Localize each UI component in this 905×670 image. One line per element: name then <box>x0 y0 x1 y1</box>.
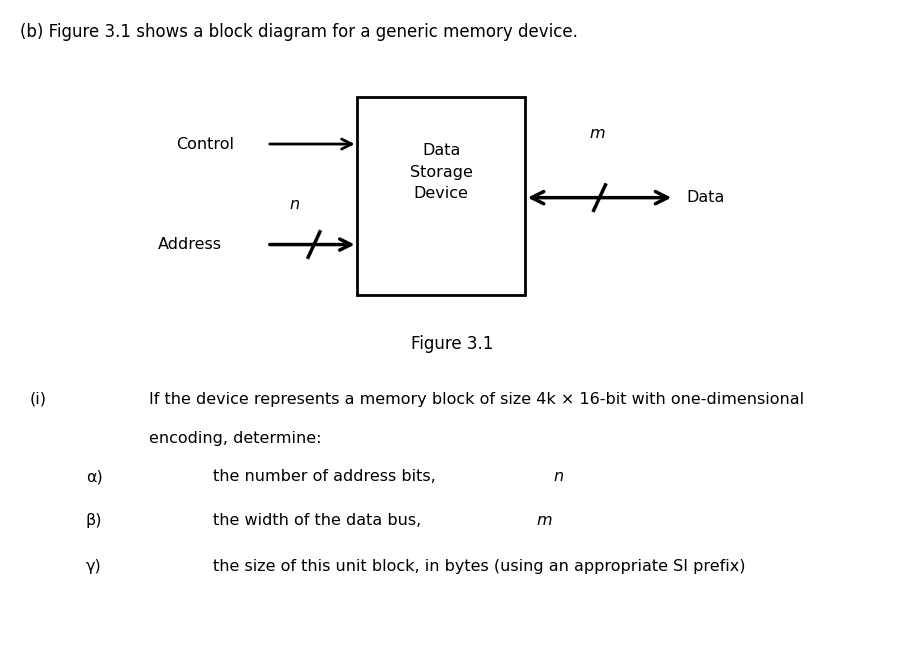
Text: Data: Data <box>686 190 724 205</box>
Text: the number of address bits,: the number of address bits, <box>213 469 441 484</box>
Text: β): β) <box>86 513 102 527</box>
Text: m: m <box>537 513 552 527</box>
Text: Control: Control <box>176 137 234 151</box>
Text: encoding, determine:: encoding, determine: <box>149 431 322 446</box>
Text: γ): γ) <box>86 559 101 574</box>
Text: the width of the data bus,: the width of the data bus, <box>213 513 426 527</box>
Text: Figure 3.1: Figure 3.1 <box>411 335 494 353</box>
Text: n: n <box>289 197 300 212</box>
Text: n: n <box>554 469 564 484</box>
Text: (b) Figure 3.1 shows a block diagram for a generic memory device.: (b) Figure 3.1 shows a block diagram for… <box>20 23 577 42</box>
Text: the size of this unit block, in bytes (using an appropriate SI prefix): the size of this unit block, in bytes (u… <box>213 559 745 574</box>
Text: m: m <box>589 127 605 141</box>
Text: Data
Storage
Device: Data Storage Device <box>410 143 472 202</box>
Text: (i): (i) <box>30 392 47 407</box>
Bar <box>357 97 525 295</box>
Text: If the device represents a memory block of size 4k × 16-bit with one-dimensional: If the device represents a memory block … <box>149 392 805 407</box>
Text: α): α) <box>86 469 103 484</box>
Text: Address: Address <box>158 237 223 252</box>
